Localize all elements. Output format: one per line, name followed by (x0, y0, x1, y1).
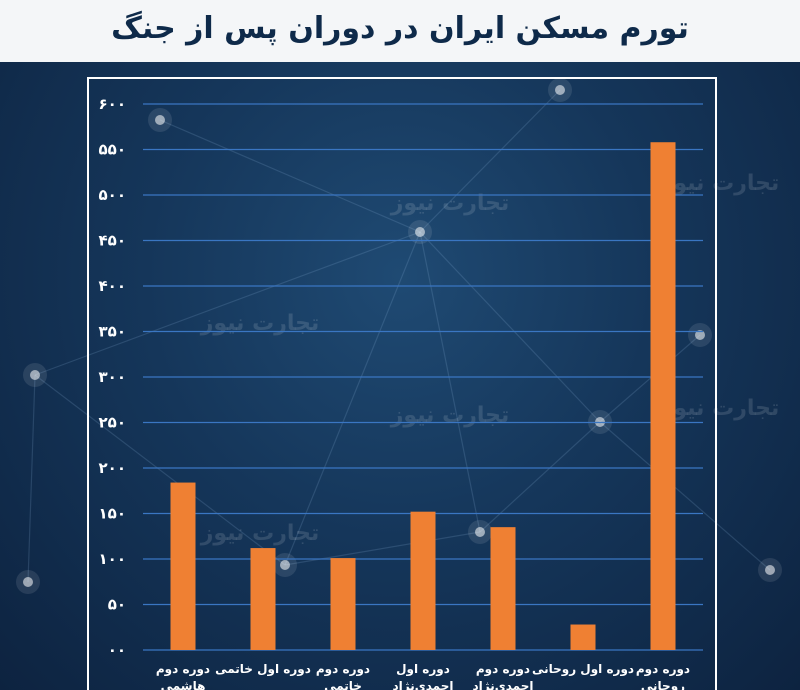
network-link (159, 119, 421, 233)
network-node-glow (688, 323, 712, 347)
x-tick-label: خاتمی (324, 679, 362, 690)
network-node (555, 85, 565, 95)
y-tick-label: ۲۰۰ (99, 459, 126, 477)
y-tick-label: ۱۵۰ (99, 505, 126, 523)
x-tick-label: روحانی (641, 679, 685, 690)
y-tick-label: ۴۰۰ (99, 277, 126, 295)
x-tick-label: احمدی‌نژاد (473, 679, 534, 690)
network-link (27, 374, 36, 583)
network-node (280, 560, 290, 570)
network-link (599, 421, 771, 571)
y-tick-label: ۲۵۰ (99, 414, 126, 432)
x-tick-label: دوره اول روحانی (532, 662, 634, 677)
bar (570, 624, 596, 650)
network-link (419, 231, 601, 423)
watermark-text: تجارت نیوز (390, 403, 510, 428)
title-bar: تورم مسکن ایران در دوران پس از جنگ (0, 0, 800, 62)
watermark-text: تجارت نیوز (200, 521, 320, 546)
network-node-glow (548, 78, 572, 102)
x-tick-label: احمدی‌نژاد (393, 679, 454, 690)
y-tick-label: ۱۰۰ (99, 550, 126, 568)
network-node (475, 527, 485, 537)
y-axis-ticks: ۰۰ ۵۰ ۱۰۰ ۱۵۰ ۲۰۰ ۲۵۰ ۳۰۰ ۳۵۰ ۴۰۰ ۴۵۰ ۵۰۰ ۵۵۰ ۶۰۰ (99, 95, 126, 659)
bar (650, 142, 676, 650)
bar (170, 482, 196, 650)
network-link (34, 231, 421, 376)
network-node (765, 565, 775, 575)
network-node-glow (408, 220, 432, 244)
chart-title: تورم مسکن ایران در دوران پس از جنگ (111, 10, 689, 46)
watermarks: تجارت نیوز تجارت نیوز تجارت نیوز تجارت نیوز… (200, 171, 780, 546)
gridlines (143, 103, 703, 651)
y-tick-label: ۶۰۰ (99, 95, 126, 113)
network-node (155, 115, 165, 125)
network-link (284, 231, 421, 566)
network-node-glow (148, 108, 172, 132)
x-tick-label: دوره دوم (156, 662, 210, 677)
x-tick-label: هاشمی (161, 679, 206, 690)
y-tick-label: ۵۰ (108, 596, 126, 614)
network-link (599, 334, 701, 423)
x-tick-label: دوره دوم (476, 662, 530, 677)
bar (330, 558, 356, 650)
bar (490, 527, 516, 650)
y-tick-label: ۵۵۰ (99, 141, 126, 159)
network-node (415, 227, 425, 237)
x-tick-label: دوره دوم (636, 662, 690, 677)
x-tick-label: دوره اول خاتمی (215, 662, 311, 677)
watermark-text: تجارت نیوز (200, 311, 320, 336)
y-tick-label: ۰۰ (108, 641, 126, 659)
bars (170, 142, 676, 650)
watermark-text: تجارت نیوز (660, 171, 780, 196)
x-tick-label: دوره اول (396, 662, 450, 677)
network-node (23, 577, 33, 587)
x-axis-labels: دوره دوم هاشمی دوره اول خاتمی دوره دوم خاتمی… (156, 662, 690, 690)
network-link (419, 231, 481, 533)
network-link (479, 421, 601, 533)
network-node-glow (23, 363, 47, 387)
network-node-glow (468, 520, 492, 544)
network-link (34, 374, 286, 566)
network-node-glow (758, 558, 782, 582)
bar (250, 548, 276, 650)
y-tick-label: ۴۵۰ (99, 232, 126, 250)
x-tick-label: دوره دوم (316, 662, 370, 677)
watermark-text: تجارت نیوز (660, 396, 780, 421)
y-tick-label: ۳۰۰ (99, 368, 126, 386)
y-tick-label: ۵۰۰ (99, 186, 126, 204)
network-node (30, 370, 40, 380)
network-node-glow (16, 570, 40, 594)
network-node (695, 330, 705, 340)
background-network (16, 78, 782, 594)
network-link (419, 89, 561, 233)
bar (410, 511, 436, 650)
chart-frame (87, 77, 717, 690)
network-node-glow (273, 553, 297, 577)
y-tick-label: ۳۵۰ (99, 323, 126, 341)
